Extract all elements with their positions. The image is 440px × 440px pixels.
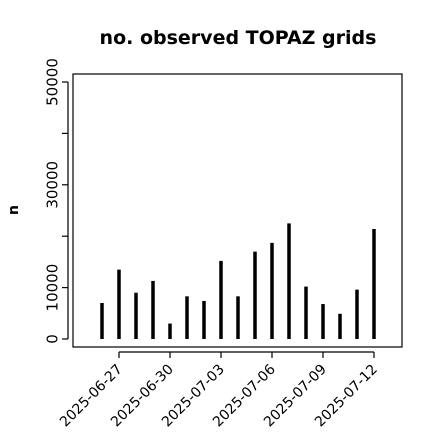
- plot-area: [72, 73, 403, 348]
- y-tick-label: 30000: [44, 161, 62, 209]
- x-axis: 2025-06-272025-06-302025-07-032025-07-06…: [57, 351, 381, 430]
- y-axis: 0 10000 30000 50000: [44, 58, 69, 344]
- y-tick-label: 10000: [44, 264, 62, 312]
- bars: [100, 223, 376, 339]
- y-tick-label: 0: [44, 334, 62, 344]
- y-tick-label: 50000: [44, 58, 62, 106]
- y-axis-label: n: [6, 205, 22, 215]
- chart-title: no. observed TOPAZ grids: [100, 27, 377, 49]
